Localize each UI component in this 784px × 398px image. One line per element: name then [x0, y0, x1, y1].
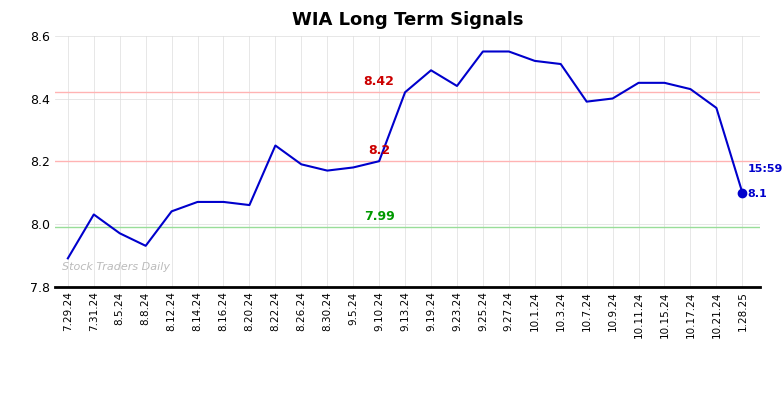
Text: 8.1: 8.1 [747, 189, 768, 199]
Text: 7.99: 7.99 [364, 210, 394, 222]
Title: WIA Long Term Signals: WIA Long Term Signals [292, 11, 524, 29]
Text: 8.42: 8.42 [364, 75, 394, 88]
Text: 8.2: 8.2 [368, 144, 390, 157]
Text: Stock Traders Daily: Stock Traders Daily [62, 261, 170, 271]
Text: 15:59: 15:59 [747, 164, 783, 174]
